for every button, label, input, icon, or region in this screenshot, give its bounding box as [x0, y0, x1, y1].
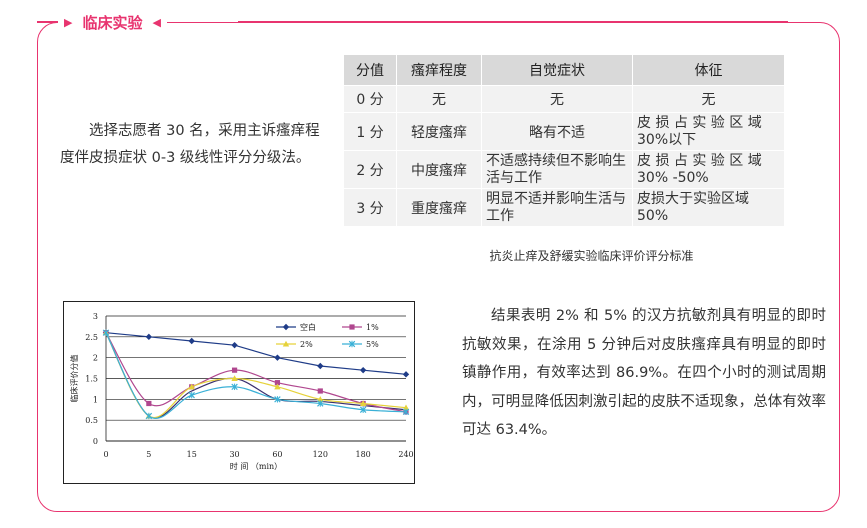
table-cell: 0 分 — [343, 85, 397, 113]
table-row: 2 分 中度瘙痒 不适感持续但不影响生活与工作 皮 损 占 实 验 区 域 30… — [343, 150, 785, 189]
y-tick-label: 1.5 — [85, 375, 98, 384]
table-row: 1 分 轻度瘙痒 略有不适 皮 损 占 实 验 区 域 30%以下 — [343, 112, 785, 151]
data-point — [317, 388, 323, 394]
result-paragraph: 结果表明 2% 和 5% 的汉方抗敏剂具有明显的即时抗敏效果，在涂用 5 分钟后… — [462, 308, 826, 438]
x-axis-label: 时 间 （min） — [230, 461, 282, 471]
data-point — [317, 396, 324, 402]
series-line — [105, 332, 407, 375]
table-cell: 2 分 — [343, 150, 397, 189]
table-cell: 无 — [632, 85, 785, 113]
data-point — [231, 341, 238, 349]
title-rule-left — [37, 21, 61, 23]
data-point — [274, 396, 281, 403]
table-cell: 无 — [396, 85, 482, 113]
data-point — [188, 337, 195, 345]
x-tick-label: 120 — [313, 450, 328, 459]
y-tick-label: 3 — [93, 312, 98, 321]
section-frame — [37, 22, 840, 512]
y-tick-label: 1 — [93, 395, 98, 404]
data-point — [402, 408, 410, 416]
data-point — [102, 329, 110, 336]
legend-label: 空白 — [300, 322, 316, 332]
legend-marker — [348, 340, 356, 348]
legend-marker — [349, 324, 355, 330]
data-point — [145, 412, 153, 420]
data-point — [274, 380, 281, 386]
legend-marker — [282, 340, 290, 347]
data-point — [146, 400, 152, 407]
data-point — [231, 367, 238, 373]
data-point — [274, 383, 281, 390]
x-tick-label: 0 — [103, 450, 108, 459]
data-point — [145, 333, 153, 341]
x-tick-label: 30 — [229, 450, 239, 459]
x-tick-label: 240 — [398, 450, 413, 459]
table-cell: 不适感持续但不影响生活与工作 — [481, 150, 633, 189]
score-table-header-row: 分值 瘙痒程度 自觉症状 体征 — [343, 54, 785, 86]
triangle-left-icon: ◀ — [152, 15, 161, 29]
y-tick-label: 2.5 — [85, 333, 98, 342]
table-cell: 略有不适 — [481, 112, 633, 151]
data-point — [317, 362, 324, 370]
table-caption: 抗炎止痒及舒缓实验临床评价评分标准 — [489, 249, 694, 263]
data-point — [359, 366, 367, 374]
intro-paragraph: 选择志愿者 30 名，采用主诉瘙痒程度伴皮损症状 0-3 级线性评分分级法。 — [60, 123, 320, 166]
title-rule-right — [238, 21, 788, 23]
table-cell: 3 分 — [343, 188, 397, 227]
section-title: 临床实验 — [82, 13, 143, 32]
table-cell: 中度瘙痒 — [396, 150, 482, 189]
y-tick-label: 0.5 — [85, 416, 98, 425]
y-tick-label: 0 — [93, 437, 98, 446]
legend-label: 5% — [366, 340, 379, 349]
x-tick-label: 180 — [356, 450, 371, 459]
data-point — [188, 391, 195, 399]
data-point — [231, 383, 238, 391]
table-cell: 皮 损 占 实 验 区 域 30% -50% — [632, 150, 785, 189]
table-cell: 1 分 — [343, 112, 397, 151]
header-score: 分值 — [343, 54, 397, 86]
data-point — [402, 371, 410, 378]
table-cell: 皮损大于实验区域 50% — [632, 188, 785, 227]
data-point — [188, 383, 195, 390]
table-row: 0 分 无 无 无 — [343, 85, 785, 113]
data-point — [274, 354, 281, 361]
data-point — [359, 400, 367, 406]
data-point — [231, 375, 238, 381]
y-tick-label: 2 — [93, 354, 98, 363]
data-point — [317, 400, 324, 407]
header-itch-level: 瘙痒程度 — [396, 54, 482, 86]
table-cell: 明显不适并影响生活与工作 — [481, 188, 633, 227]
legend-marker — [282, 323, 290, 331]
y-axis-label: 临床评价分值 — [69, 355, 79, 403]
data-point — [402, 404, 410, 411]
header-symptom: 自觉症状 — [481, 54, 633, 86]
table-cell: 无 — [481, 85, 633, 113]
table-cell: 轻度瘙痒 — [396, 112, 482, 151]
x-tick-label: 5 — [146, 450, 151, 459]
table-cell: 重度瘙痒 — [396, 188, 482, 227]
legend-label: 2% — [300, 340, 313, 349]
table-row: 3 分 重度瘙痒 明显不适并影响生活与工作 皮损大于实验区域 50% — [343, 188, 785, 227]
header-sign: 体征 — [632, 54, 785, 86]
x-tick-label: 60 — [272, 450, 282, 459]
chart-frame: 0 0.5 1 1.5 2 2.5 3 0 5 15 30 60 120 180 240 时 间 （min）临… — [63, 301, 415, 484]
legend-label: 1% — [366, 323, 379, 332]
triangle-right-icon: ▶ — [64, 15, 73, 29]
data-point — [359, 406, 367, 413]
x-tick-label: 15 — [187, 450, 197, 459]
table-cell: 皮 损 占 实 验 区 域 30%以下 — [632, 112, 785, 151]
section-title-group: ▶ 临床实验 ◀ — [58, 10, 167, 34]
score-table: 分值 瘙痒程度 自觉症状 体征 0 分 无 无 无 1 分 轻度瘙痒 略有不适 … — [343, 54, 785, 227]
